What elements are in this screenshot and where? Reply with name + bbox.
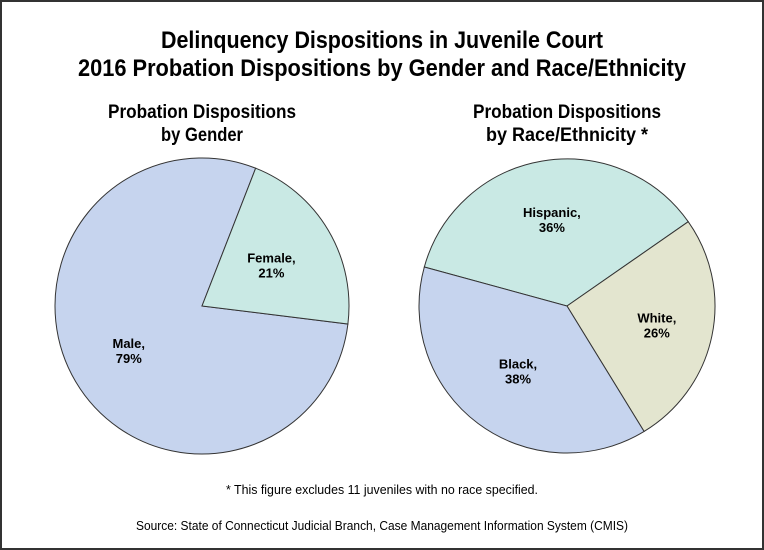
slice-female	[201, 167, 350, 325]
slice-hispanic	[423, 158, 689, 307]
chart-title: Delinquency Dispositions in Juvenile Cou…	[161, 27, 603, 54]
label-male-name: Male,	[113, 336, 146, 351]
label-female-name: Female,	[247, 250, 295, 265]
gender-pie-title-line1: Probation Dispositions	[108, 102, 296, 123]
chart-subtitle: 2016 Probation Dispositions by Gender an…	[78, 55, 687, 82]
label-white-name: White,	[637, 311, 676, 326]
race-pie-title-line2: by Race/Ethnicity *	[486, 125, 649, 146]
label-female-value: 21%	[258, 265, 284, 280]
gender-pie: Male,79% Female,21%	[54, 157, 350, 455]
label-black-name: Black,	[499, 357, 537, 372]
race-pie-title-line1: Probation Dispositions	[473, 102, 661, 123]
slice-black	[418, 266, 645, 454]
label-hispanic-value: 36%	[539, 220, 565, 235]
footnote: * This figure excludes 11 juveniles with…	[226, 482, 538, 497]
gender-pie-title-line2: by Gender	[161, 125, 244, 146]
slice-white	[566, 220, 716, 433]
label-hispanic-name: Hispanic,	[523, 205, 581, 220]
label-male-value: 79%	[116, 351, 142, 366]
label-black-value: 38%	[505, 372, 531, 387]
label-white-value: 26%	[644, 326, 670, 341]
race-pie: Hispanic,36% White,26% Black,38%	[418, 158, 716, 454]
source-note: Source: State of Connecticut Judicial Br…	[136, 518, 628, 533]
